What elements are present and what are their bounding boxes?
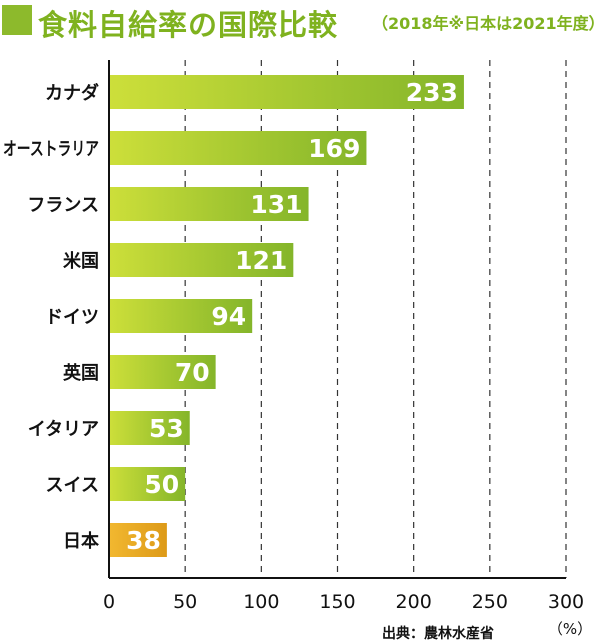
value-label-7: 53 [149, 414, 184, 443]
value-label-8: 50 [144, 470, 179, 499]
bar-4 [109, 243, 294, 277]
value-label-2: 169 [308, 134, 360, 163]
category-label-9: 日本 [63, 530, 99, 552]
unit-label: （%） [548, 620, 592, 638]
category-label-8: スイス [46, 475, 99, 496]
category-label-3: フランス [27, 195, 99, 216]
category-label-6: 英国 [62, 362, 99, 384]
chart-header: 食料自給率の国際比較 （2018年※日本は2021年度） [0, 0, 601, 44]
bar-5 [109, 299, 253, 333]
bar-9 [109, 523, 167, 557]
category-label-7: イタリア [28, 419, 99, 440]
bars: 233 カナダ 169 オーストラリア 131 フランス 121 米国 94 ドイツ 70 英国 53 イ… [3, 75, 464, 557]
source-label: 出典：農林水産省 [382, 625, 494, 640]
title-square-icon [2, 5, 32, 35]
bar-6 [109, 355, 216, 389]
chart-title: 食料自給率の国際比較 [38, 8, 339, 42]
bar-8 [109, 467, 186, 501]
category-label-5: ドイツ [45, 307, 99, 328]
axis: 0 50 100 150 200 250 300 [103, 60, 584, 613]
x-tick-200: 200 [396, 591, 432, 613]
x-tick-50: 50 [173, 591, 197, 613]
bar-1 [109, 75, 464, 109]
chart-subtitle: （2018年※日本は2021年度） [372, 14, 601, 33]
x-tick-150: 150 [319, 591, 355, 613]
x-tick-300: 300 [548, 591, 584, 613]
category-label-2: オーストラリア [3, 139, 99, 160]
x-tick-250: 250 [472, 591, 508, 613]
value-label-6: 70 [175, 358, 210, 387]
value-label-4: 121 [235, 246, 287, 275]
bar-7 [109, 411, 190, 445]
value-label-9: 38 [126, 526, 161, 555]
x-tick-0: 0 [103, 591, 115, 613]
category-label-1: カナダ [45, 82, 99, 104]
bar-3 [109, 187, 309, 221]
value-label-3: 131 [250, 190, 302, 219]
bar-2 [109, 131, 367, 165]
value-label-5: 94 [211, 302, 246, 331]
value-label-1: 233 [406, 78, 458, 107]
x-tick-100: 100 [243, 591, 279, 613]
category-label-4: 米国 [63, 250, 99, 272]
